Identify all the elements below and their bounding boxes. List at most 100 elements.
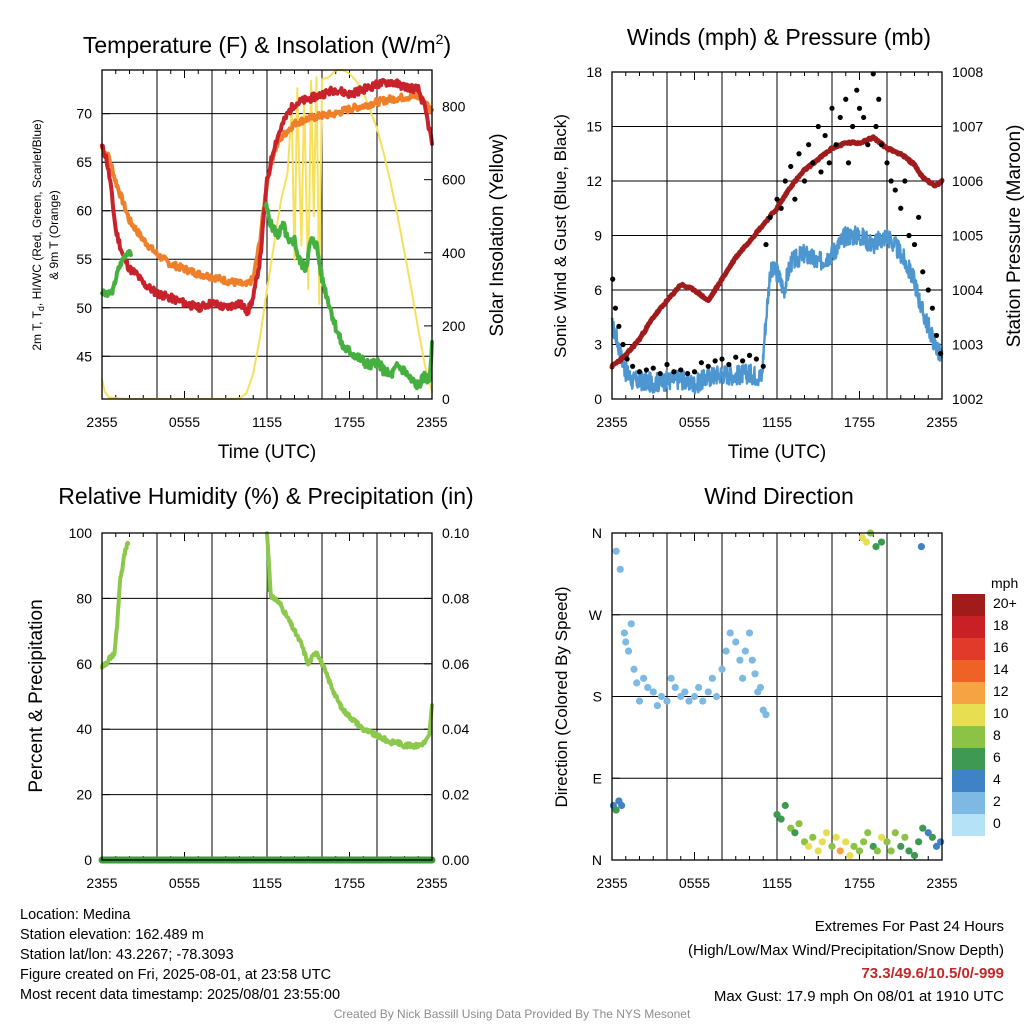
direction-point	[635, 697, 644, 705]
legend-label: 2	[993, 793, 1001, 809]
direction-point	[739, 674, 747, 682]
direction-point	[897, 842, 905, 850]
direction-point	[671, 683, 679, 692]
gust-point	[806, 142, 812, 148]
gust-point	[753, 356, 759, 362]
gust-point	[792, 196, 798, 202]
legend-label: 0	[993, 815, 1001, 831]
x-tick-label: 1755	[334, 414, 365, 430]
direction-point	[756, 683, 765, 692]
direction-point	[822, 829, 831, 837]
gust-point	[856, 105, 863, 111]
x-tick-label: 0555	[169, 875, 200, 891]
direction-point	[937, 838, 945, 846]
gust-point	[630, 363, 636, 369]
direction-point	[741, 647, 749, 655]
y-axis-label: Direction (Colored By Speed)	[552, 586, 571, 807]
speed-legend: mph 20+ 18 16 14 12 10 8 6 4 2 0	[952, 575, 1018, 836]
legend-swatch	[952, 770, 985, 792]
sonic-wind-line	[610, 225, 944, 395]
plot-border	[611, 71, 943, 400]
y-axis-label: Percent & Precipitation	[26, 599, 47, 792]
x-tick-label: 1755	[334, 875, 365, 891]
direction-point	[905, 847, 913, 855]
direction-point	[726, 629, 734, 637]
direction-point	[762, 711, 770, 719]
direction-point	[795, 820, 803, 828]
y2-tick-label: 0.00	[442, 852, 469, 868]
y2-tick-label: 400	[442, 245, 466, 261]
gust-point	[826, 160, 832, 166]
gust-point	[763, 241, 769, 248]
gust-point	[929, 305, 935, 311]
gust-point	[733, 354, 739, 360]
y-tick-label: 6	[594, 282, 602, 298]
plot-border	[101, 532, 433, 861]
direction-point	[708, 674, 716, 682]
y-tick-label: 45	[76, 348, 92, 364]
recent-data-text: Most recent data timestamp: 2025/08/01 2…	[20, 987, 341, 1003]
gust-point	[746, 352, 753, 358]
plot-border	[101, 69, 433, 400]
gust-point	[782, 178, 788, 184]
legend-label: 14	[993, 661, 1009, 677]
direction-point	[901, 833, 909, 841]
y2-axis-label: Solar Insolation (Yellow)	[487, 133, 508, 336]
dewpoint-pm-line	[263, 201, 434, 391]
y2-tick-label: 600	[442, 172, 466, 188]
x-tick-label: 2355	[416, 875, 447, 891]
legend-swatch	[952, 748, 985, 770]
y2-tick-label: 0.08	[442, 590, 469, 606]
direction-point	[855, 847, 864, 855]
legend-label: 4	[993, 771, 1001, 787]
direction-point	[862, 538, 870, 546]
direction-point	[748, 656, 756, 664]
y2-tick-label: 0.02	[442, 787, 469, 803]
gust-point	[818, 169, 824, 175]
direction-point	[891, 829, 899, 837]
location-text: Location: Medina	[20, 907, 131, 923]
direction-point	[649, 688, 657, 696]
direction-point	[842, 838, 850, 846]
legend-label: 8	[993, 727, 1001, 743]
created-text: Figure created on Fri, 2025-08-01, at 23…	[20, 967, 332, 983]
y-tick-label: 0	[594, 391, 602, 407]
gust-point	[933, 332, 940, 339]
legend-swatch	[952, 616, 985, 638]
direction-point	[699, 697, 707, 705]
temp-2m-line	[100, 78, 434, 317]
direction-point	[633, 679, 641, 687]
y-tick-label: 15	[586, 119, 602, 135]
chart-title: Winds (mph) & Pressure (mb)	[627, 24, 931, 50]
gust-point	[698, 360, 704, 366]
direction-point	[622, 638, 630, 646]
legend-label: 20+	[993, 595, 1017, 611]
gust-point	[664, 361, 670, 368]
direction-point	[873, 847, 881, 855]
legend-swatch	[952, 704, 985, 726]
direction-point	[745, 629, 754, 637]
elevation-text: Station elevation: 162.489 m	[20, 927, 204, 943]
chart-title: Relative Humidity (%) & Precipitation (i…	[58, 483, 473, 509]
y-tick-label: 60	[76, 203, 92, 219]
legend-label: 16	[993, 639, 1009, 655]
gust-point	[678, 367, 684, 373]
y-tick-label: 9	[594, 228, 602, 244]
x-axis-label: Time (UTC)	[218, 442, 317, 463]
y2-tick-label: 0	[442, 391, 450, 407]
gust-point	[878, 142, 885, 148]
legend-title: mph	[991, 575, 1018, 591]
max-gust-text: Max Gust: 17.9 mph On 08/01 at 1910 UTC	[713, 988, 1004, 1005]
y-tick-label: 80	[76, 590, 92, 606]
gust-point	[788, 163, 794, 170]
x-tick-label: 0555	[169, 414, 200, 430]
direction-point	[877, 538, 886, 546]
direction-point	[718, 665, 726, 673]
legend-swatch	[952, 726, 985, 748]
y2-tick-label: 1002	[952, 391, 983, 407]
direction-point	[828, 842, 836, 850]
direction-point	[777, 815, 785, 823]
x-tick-label: 1155	[762, 414, 792, 430]
x-tick-label: 2355	[86, 875, 117, 891]
y-tick-label: 20	[76, 787, 92, 803]
